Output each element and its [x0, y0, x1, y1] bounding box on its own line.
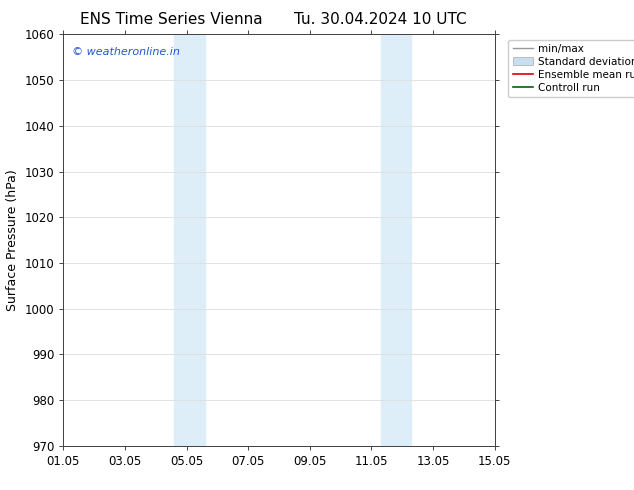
Bar [380, 34, 411, 446]
Text: Tu. 30.04.2024 10 UTC: Tu. 30.04.2024 10 UTC [294, 12, 467, 27]
Text: ENS Time Series Vienna: ENS Time Series Vienna [80, 12, 262, 27]
Text: © weatheronline.in: © weatheronline.in [72, 47, 180, 57]
Bar [174, 34, 205, 446]
Legend: min/max, Standard deviation, Ensemble mean run, Controll run: min/max, Standard deviation, Ensemble me… [508, 40, 634, 97]
Y-axis label: Surface Pressure (hPa): Surface Pressure (hPa) [6, 169, 19, 311]
